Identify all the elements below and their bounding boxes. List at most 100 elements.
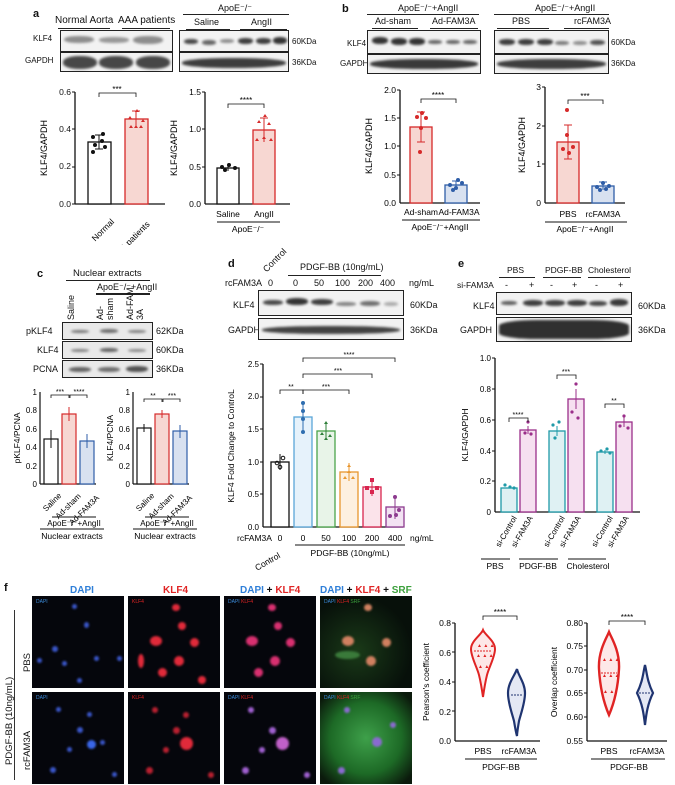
group-label-pdgf-bb-e: PDGF-BB xyxy=(545,265,583,275)
svg-text:PBS: PBS xyxy=(474,746,491,756)
header-b-left: ApoE⁻/⁻+AngII xyxy=(398,3,459,13)
western-blot-e-klf4 xyxy=(496,292,632,315)
header-nuclear-extracts: Nuclear extracts xyxy=(73,268,142,279)
svg-text:AngII: AngII xyxy=(254,209,274,219)
mw-36kda-c: 36KDa xyxy=(156,364,184,374)
row-label-pcna: PCNA xyxy=(33,364,59,374)
western-blot-d-klf4 xyxy=(258,290,404,316)
svg-text:rcFAM3A: rcFAM3A xyxy=(237,533,272,543)
micrograph-pbs-merge-srf: DAPI KLF4 SRF xyxy=(320,596,412,688)
group-label-saline: Saline xyxy=(194,17,220,27)
svg-text:KLF4/GAPDH: KLF4/GAPDH xyxy=(39,120,49,176)
svg-text:**: ** xyxy=(611,398,617,405)
svg-text:***: *** xyxy=(168,393,176,400)
svg-text:pKLF4/PCNA: pKLF4/PCNA xyxy=(12,412,22,463)
si-sign-1: - xyxy=(505,280,508,290)
svg-text:0.0: 0.0 xyxy=(189,199,201,209)
svg-text:0.0: 0.0 xyxy=(384,198,396,208)
svg-text:0.5: 0.5 xyxy=(384,170,396,180)
group-label-cholesterol-e: Cholesterol xyxy=(588,265,631,275)
svg-text:KLF4/GAPDH: KLF4/GAPDH xyxy=(364,118,374,174)
mw-36kda-e: 36KDa xyxy=(638,325,666,335)
svg-text:0.2: 0.2 xyxy=(59,161,71,171)
row-label-gapdh-d: GAPDH xyxy=(228,325,261,335)
svg-text:KLF4 Fold Change to ControL: KLF4 Fold Change to ControL xyxy=(226,389,236,503)
svg-text:▲ ▲ ▲: ▲ ▲ ▲ xyxy=(602,657,620,663)
group-label-pbs-b: PBS xyxy=(512,16,531,26)
svg-text:2.0: 2.0 xyxy=(384,85,396,95)
svg-text:0.5: 0.5 xyxy=(189,162,201,172)
svg-text:***: *** xyxy=(562,369,570,376)
svg-text:0.80: 0.80 xyxy=(566,618,583,628)
svg-text:Control: Control xyxy=(253,550,282,572)
svg-text:KLF4/PCNA: KLF4/PCNA xyxy=(105,415,115,462)
svg-text:0.4: 0.4 xyxy=(480,447,492,456)
panel-label-f: f xyxy=(4,582,8,594)
western-blot-b-klf4-rc xyxy=(494,30,609,54)
svg-text:1.0: 1.0 xyxy=(189,124,201,134)
chart-c: 10.80.60.40.20 pKLF4/PCNA *** **** Salin… xyxy=(12,388,197,541)
group-label-rcfam3a-b: rcFAM3A xyxy=(574,16,612,26)
rcfam3a-label-d: rcFAM3A xyxy=(225,278,263,288)
svg-text:ApoE⁻/⁻+AngII: ApoE⁻/⁻+AngII xyxy=(47,519,101,528)
svg-text:KLF4/GAPDH: KLF4/GAPDH xyxy=(169,120,179,176)
svg-text:▲ ▲ ▲: ▲ ▲ ▲ xyxy=(602,673,620,679)
svg-text:1.5: 1.5 xyxy=(384,113,396,123)
svg-text:400: 400 xyxy=(388,533,402,543)
row-label-gapdh-b: GAPDH xyxy=(340,59,369,68)
mw-60kda-b: 60KDa xyxy=(611,38,636,47)
svg-text:0.6: 0.6 xyxy=(59,87,71,97)
lane-label-ad-sham-c: Ad-sham xyxy=(95,297,115,320)
svg-text:PDGF-BB: PDGF-BB xyxy=(519,561,557,571)
dose-200: 200 xyxy=(358,278,374,288)
svg-text:ApoE⁻/⁻: ApoE⁻/⁻ xyxy=(232,224,265,234)
svg-text:PDGF-BB (10ng/mL): PDGF-BB (10ng/mL) xyxy=(311,548,390,558)
header-apoe: ApoE⁻/⁻ xyxy=(218,3,253,13)
svg-text:0.2: 0.2 xyxy=(480,477,492,486)
svg-text:0: 0 xyxy=(33,480,38,489)
svg-text:0: 0 xyxy=(126,480,131,489)
svg-text:rcFAM3A: rcFAM3A xyxy=(502,746,537,756)
mw-60kda: 60KDa xyxy=(292,37,317,46)
si-sign-6: + xyxy=(618,280,624,290)
svg-text:0.8: 0.8 xyxy=(119,406,131,415)
western-blot-a-gapdh-mouse xyxy=(179,52,289,72)
micrograph-pbs-merge: DAPI KLF4 xyxy=(224,596,316,688)
svg-text:0.4: 0.4 xyxy=(59,124,71,134)
micrograph-rcfam3a-klf4: KLF4 xyxy=(128,692,220,784)
row-label-klf4-e: KLF4 xyxy=(473,301,495,311)
svg-text:ng/mL: ng/mL xyxy=(410,533,434,543)
column-header-dapi: DAPI xyxy=(70,585,94,596)
svg-text:0.5: 0.5 xyxy=(248,490,260,499)
header-b-right: ApoE⁻/⁻+AngII xyxy=(535,3,596,13)
column-header-klf4: KLF4 xyxy=(163,585,188,596)
svg-text:0.70: 0.70 xyxy=(566,665,583,675)
header-pdgf-bb-d: PDGF-BB (10ng/mL) xyxy=(300,262,384,272)
svg-text:1.5: 1.5 xyxy=(248,425,260,434)
svg-text:Overlap coefficient: Overlap coefficient xyxy=(549,646,559,717)
chart-b: 2.01.51.00.50.0 KLF4/GAPDH **** Ad-sham … xyxy=(364,82,627,234)
chart-e: 1.00.80.60.40.20 KLF4/GAPDH **** *** ** … xyxy=(460,354,640,571)
column-header-dapi-klf4-srf: DAPI + KLF4 + SRF xyxy=(320,585,412,596)
panel-label-c: c xyxy=(37,268,44,280)
western-blot-a-klf4-mouse xyxy=(179,30,289,52)
svg-text:0.6: 0.6 xyxy=(480,416,492,425)
dose-0: 0 xyxy=(293,278,299,288)
svg-text:0.2: 0.2 xyxy=(439,707,451,717)
dose-400: 400 xyxy=(380,278,396,288)
svg-text:****: **** xyxy=(344,352,355,359)
si-sign-4: + xyxy=(572,280,578,290)
svg-text:0.55: 0.55 xyxy=(566,736,583,746)
mw-36kda-b: 36KDa xyxy=(611,59,636,68)
svg-text:****: **** xyxy=(513,412,524,419)
svg-text:***: *** xyxy=(580,92,589,101)
svg-text:2: 2 xyxy=(536,121,541,131)
svg-text:***: *** xyxy=(56,389,64,396)
row-label-klf4-b: KLF4 xyxy=(347,39,367,48)
western-blot-a-gapdh-human xyxy=(60,52,173,72)
panel-label-e: e xyxy=(458,258,465,270)
western-blot-c-klf4 xyxy=(62,341,153,359)
svg-text:0.75: 0.75 xyxy=(566,641,583,651)
micrograph-rcfam3a-merge-srf: DAPI KLF4 SRF xyxy=(320,692,412,784)
svg-text:1.0: 1.0 xyxy=(480,354,492,363)
